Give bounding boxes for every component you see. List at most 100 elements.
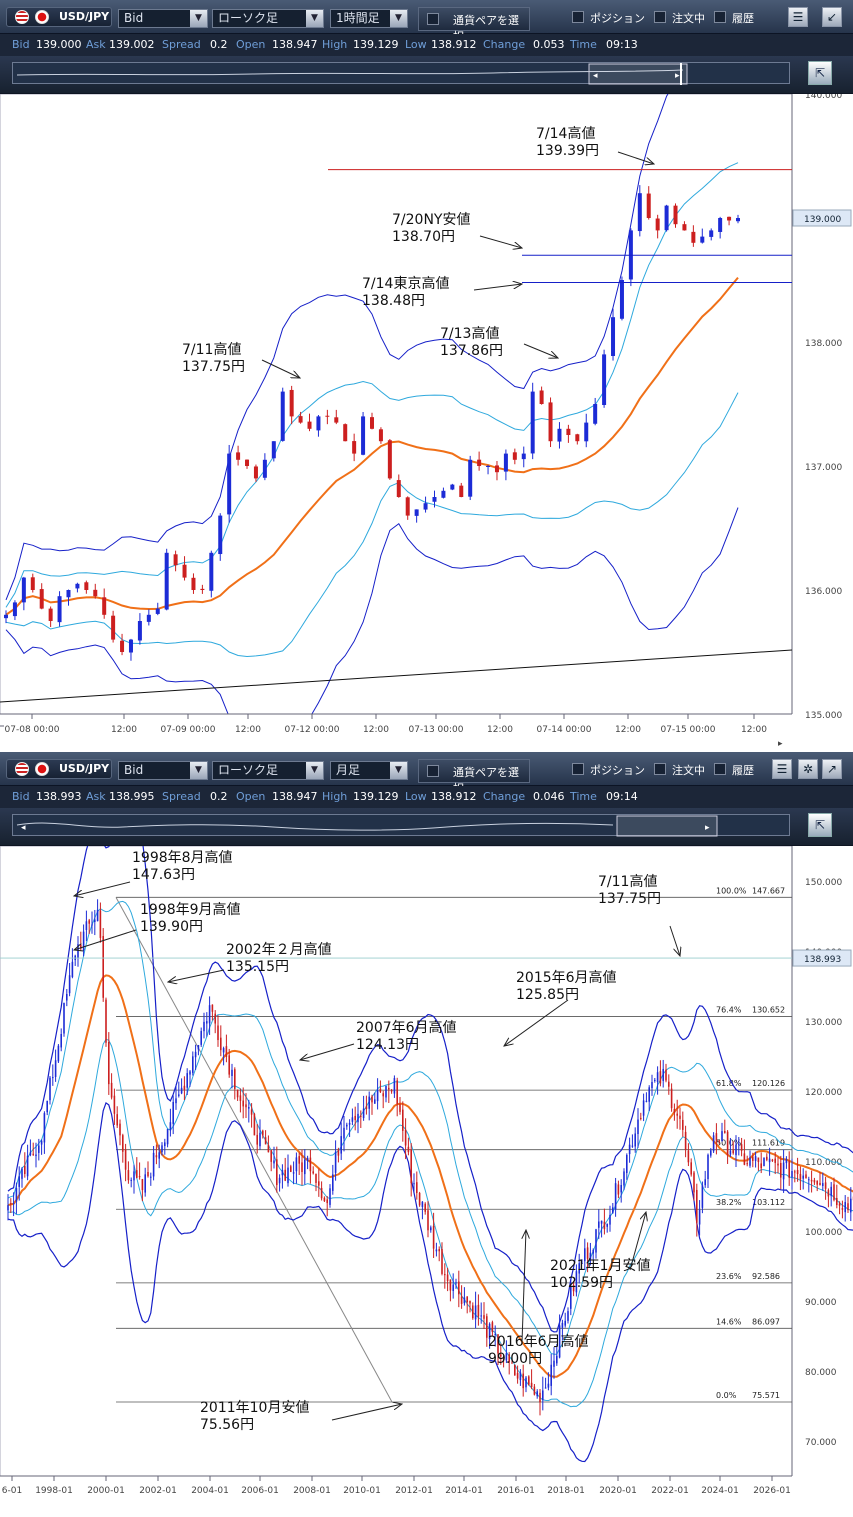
candle-body [516,1372,519,1379]
candle-body [508,1354,510,1363]
hourly-candlestick-chart[interactable]: 140.000 139.000 138.000 137.000 136.000 135.0… [0,94,853,752]
currency-pair-badge[interactable]: USD/JPY [6,759,112,779]
candle-body [54,1060,57,1077]
annotation-value: 139.90円 [140,919,203,935]
candle-body [18,1176,20,1187]
candle-body [727,216,732,221]
candle-body [530,1382,533,1387]
candle-body [40,1140,43,1145]
candle-body [771,1159,774,1162]
minimize-arrow-icon[interactable]: ↙ [822,7,842,27]
maximize-arrow-icon[interactable]: ↗ [822,759,842,779]
price-type-select[interactable]: Bid ▼ [118,9,208,28]
moving-average [5,276,739,616]
fibonacci-value: 147.667 [752,886,785,895]
candle-body [438,1249,440,1252]
tools-icon[interactable]: ☰ [788,7,808,27]
annotation-arrow [74,881,131,896]
annotation-value: 75.56円 [200,1417,254,1433]
chart-type-select[interactable]: ローソク足 ▼ [212,9,324,28]
candle-body [63,1002,65,1034]
navigator: ◂ ▸ ⇱ [0,808,853,846]
expand-icon[interactable]: ⇱ [808,61,832,85]
chart-type-select[interactable]: ローソク足 ▼ [212,761,324,780]
fibonacci-value: 75.571 [752,1391,780,1400]
candle-body [847,1203,849,1211]
tools-icon[interactable]: ☰ [772,759,792,779]
checkbox[interactable] [427,765,439,777]
candle-body [164,1142,166,1147]
candle-body [570,1286,572,1309]
candle-body [564,1320,566,1326]
candle-body [120,640,125,652]
candle-body [628,1144,631,1155]
timeframe-select[interactable]: 月足 ▼ [330,761,408,780]
open-value: 138.947 [272,790,318,803]
candle-body [343,424,348,442]
navigator-scrollbar[interactable]: ◂ ▸ [12,62,790,85]
monthly-candlestick-chart[interactable]: 150.000140.000130.000120.000110.000100.0… [0,846,853,1517]
candle-body [102,936,104,998]
candle-body [84,582,89,590]
x-tick-label: 07-08 00:00 [5,725,60,735]
candle-body [682,224,687,231]
candle-body [623,1171,625,1186]
candle-body [270,1150,272,1162]
candle-body [94,919,96,923]
currency-pair-badge[interactable]: USD/JPY [6,7,112,27]
history-checkbox[interactable] [714,11,726,23]
annotation-value: 137.75円 [598,891,661,907]
checkbox[interactable] [427,13,439,25]
position-checkbox[interactable] [572,11,584,23]
y-tick-label: 120.000 [805,1088,842,1098]
candle-body [626,1154,628,1174]
price-type-select[interactable]: Bid ▼ [118,761,208,780]
candle-body [494,465,499,473]
candle-body [561,1322,564,1328]
candle-body [52,1077,54,1079]
candle-body [813,1179,816,1183]
candle-body [209,552,214,591]
chart-type-value: ローソク足 [218,763,279,777]
candle-body [239,1095,242,1101]
candle-body [679,1115,681,1119]
candle-body [519,1372,522,1381]
candle-body [110,1082,113,1098]
candle-body [548,402,553,442]
candle-body [620,1185,622,1193]
history-checkbox[interactable] [714,763,726,775]
x-tick-label: 12:00 [741,725,767,735]
annotation-arrow [473,284,522,291]
navigator-scrollbar[interactable]: ◂ ▸ [12,814,790,837]
candle-body [388,1087,390,1090]
candle-body [122,1135,124,1152]
candle-body [788,1161,790,1178]
candle-body [486,466,491,467]
time-axis [0,1476,792,1517]
annotation-arrow [504,999,569,1046]
pair-select-button[interactable]: 通貨ペアを選択 [418,7,530,43]
candle-body [253,466,258,479]
orders-checkbox[interactable] [654,763,666,775]
candle-body [309,1157,312,1172]
pair-select-button[interactable]: 通貨ペアを選択 [418,759,530,795]
orders-checkbox[interactable] [654,11,666,23]
svg-text:◂: ◂ [593,71,598,81]
change-value: 0.053 [533,38,565,51]
time-label: Time [570,38,597,51]
gear-icon[interactable]: ✲ [798,759,818,779]
candle-body [278,1177,281,1184]
candle-body [782,1162,785,1180]
candle-body [295,1157,298,1172]
timeframe-select[interactable]: 1時間足 ▼ [330,9,408,28]
candle-body [450,484,455,490]
position-checkbox[interactable] [572,763,584,775]
candle-body [200,588,205,590]
annotation-arrow [74,929,137,950]
y-tick-label: 80.000 [805,1368,837,1378]
fibonacci-pct: 100.0% [716,886,747,895]
fibonacci-pct: 0.0% [716,1391,737,1400]
expand-icon[interactable]: ⇱ [808,813,832,837]
bid-value: 138.993 [36,790,82,803]
candle-body [799,1173,802,1180]
